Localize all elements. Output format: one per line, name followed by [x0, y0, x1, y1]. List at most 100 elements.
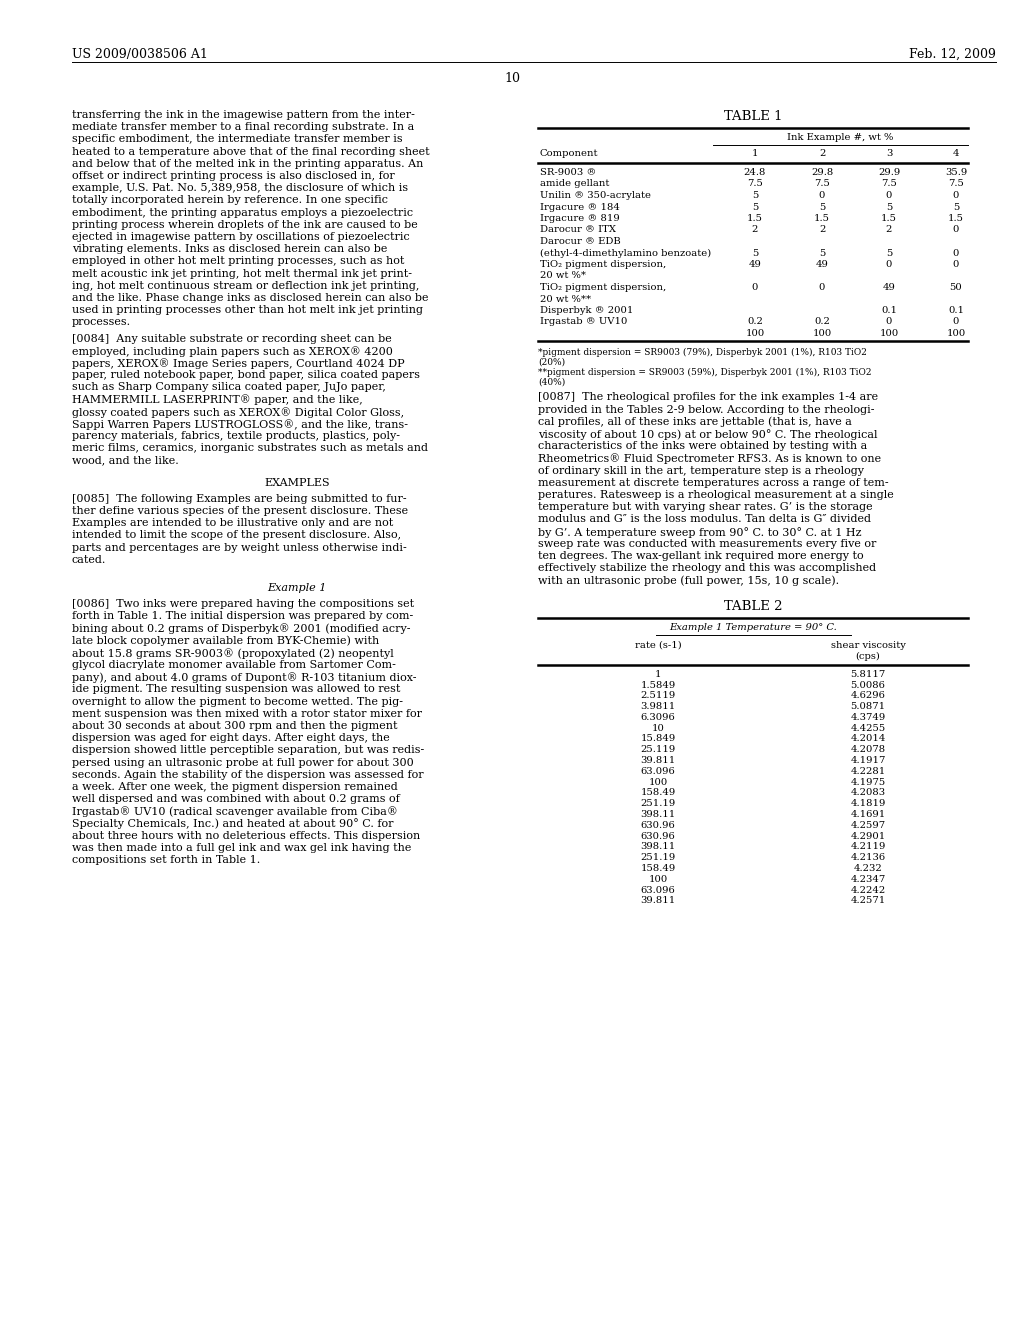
Text: transferring the ink in the imagewise pattern from the inter-: transferring the ink in the imagewise pa…: [72, 110, 415, 120]
Text: 1.5: 1.5: [746, 214, 763, 223]
Text: 63.096: 63.096: [641, 886, 676, 895]
Text: 4.1691: 4.1691: [850, 810, 886, 820]
Text: 5: 5: [886, 202, 892, 211]
Text: 100: 100: [812, 329, 831, 338]
Text: 1.5849: 1.5849: [640, 681, 676, 689]
Text: ther define various species of the present disclosure. These: ther define various species of the prese…: [72, 506, 409, 516]
Text: 5: 5: [952, 202, 959, 211]
Text: Example 1 Temperature = 90° C.: Example 1 Temperature = 90° C.: [669, 623, 837, 632]
Text: compositions set forth in Table 1.: compositions set forth in Table 1.: [72, 855, 260, 865]
Text: 49: 49: [749, 260, 762, 269]
Text: 251.19: 251.19: [640, 800, 676, 808]
Text: HAMMERMILL LASERPRINT® paper, and the like,: HAMMERMILL LASERPRINT® paper, and the li…: [72, 395, 362, 405]
Text: 0.1: 0.1: [948, 306, 964, 315]
Text: Example 1: Example 1: [267, 583, 327, 593]
Text: 15.849: 15.849: [640, 734, 676, 743]
Text: used in printing processes other than hot melt ink jet printing: used in printing processes other than ho…: [72, 305, 423, 315]
Text: shear viscosity: shear viscosity: [830, 640, 905, 649]
Text: papers, XEROX® Image Series papers, Courtland 4024 DP: papers, XEROX® Image Series papers, Cour…: [72, 358, 404, 368]
Text: 4.232: 4.232: [854, 865, 883, 873]
Text: measurement at discrete temperatures across a range of tem-: measurement at discrete temperatures acr…: [538, 478, 889, 488]
Text: 2: 2: [886, 226, 892, 235]
Text: 5: 5: [752, 202, 758, 211]
Text: (cps): (cps): [856, 652, 881, 661]
Text: late block copolymer available from BYK-Chemie) with: late block copolymer available from BYK-…: [72, 636, 379, 647]
Text: and below that of the melted ink in the printing apparatus. An: and below that of the melted ink in the …: [72, 158, 423, 169]
Text: 0: 0: [952, 260, 959, 269]
Text: [0084]  Any suitable substrate or recording sheet can be: [0084] Any suitable substrate or recordi…: [72, 334, 392, 343]
Text: cated.: cated.: [72, 554, 106, 565]
Text: provided in the Tables 2-9 below. According to the rheologi-: provided in the Tables 2-9 below. Accord…: [538, 405, 874, 414]
Text: with an ultrasonic probe (full power, 15s, 10 g scale).: with an ultrasonic probe (full power, 15…: [538, 576, 839, 586]
Text: TiO₂ pigment dispersion,: TiO₂ pigment dispersion,: [540, 260, 667, 269]
Text: 4.2014: 4.2014: [850, 734, 886, 743]
Text: 5.0871: 5.0871: [851, 702, 886, 711]
Text: rate (s-1): rate (s-1): [635, 640, 681, 649]
Text: 5: 5: [752, 191, 758, 201]
Text: 4: 4: [952, 149, 959, 158]
Text: dispersion showed little perceptible separation, but was redis-: dispersion showed little perceptible sep…: [72, 746, 424, 755]
Text: by G’. A temperature sweep from 90° C. to 30° C. at 1 Hz: by G’. A temperature sweep from 90° C. t…: [538, 527, 861, 537]
Text: 4.3749: 4.3749: [850, 713, 886, 722]
Text: totally incorporated herein by reference. In one specific: totally incorporated herein by reference…: [72, 195, 388, 206]
Text: 29.8: 29.8: [811, 168, 834, 177]
Text: dispersion was aged for eight days. After eight days, the: dispersion was aged for eight days. Afte…: [72, 733, 390, 743]
Text: 5: 5: [886, 248, 892, 257]
Text: 100: 100: [946, 329, 966, 338]
Text: 0: 0: [952, 248, 959, 257]
Text: intended to limit the scope of the present disclosure. Also,: intended to limit the scope of the prese…: [72, 531, 401, 540]
Text: about 30 seconds at about 300 rpm and then the pigment: about 30 seconds at about 300 rpm and th…: [72, 721, 397, 731]
Text: 7.5: 7.5: [881, 180, 897, 189]
Text: 63.096: 63.096: [641, 767, 676, 776]
Text: 158.49: 158.49: [640, 865, 676, 873]
Text: 4.2083: 4.2083: [851, 788, 886, 797]
Text: heated to a temperature above that of the final recording sheet: heated to a temperature above that of th…: [72, 147, 430, 157]
Text: seconds. Again the stability of the dispersion was assessed for: seconds. Again the stability of the disp…: [72, 770, 424, 780]
Text: 7.5: 7.5: [948, 180, 964, 189]
Text: characteristics of the inks were obtained by testing with a: characteristics of the inks were obtaine…: [538, 441, 867, 451]
Text: employed, including plain papers such as XEROX® 4200: employed, including plain papers such as…: [72, 346, 393, 356]
Text: 1.5: 1.5: [881, 214, 897, 223]
Text: 630.96: 630.96: [641, 821, 676, 830]
Text: 50: 50: [949, 282, 963, 292]
Text: 4.4255: 4.4255: [850, 723, 886, 733]
Text: 6.3096: 6.3096: [641, 713, 676, 722]
Text: 2: 2: [819, 149, 825, 158]
Text: well dispersed and was combined with about 0.2 grams of: well dispersed and was combined with abo…: [72, 795, 399, 804]
Text: forth in Table 1. The initial dispersion was prepared by com-: forth in Table 1. The initial dispersion…: [72, 611, 414, 622]
Text: sweep rate was conducted with measurements every five or: sweep rate was conducted with measuremen…: [538, 539, 877, 549]
Text: 2: 2: [752, 226, 758, 235]
Text: (20%): (20%): [538, 358, 565, 367]
Text: 4.2078: 4.2078: [851, 746, 886, 754]
Text: modulus and G″ is the loss modulus. Tan delta is G″ divided: modulus and G″ is the loss modulus. Tan …: [538, 515, 871, 524]
Text: Disperbyk ® 2001: Disperbyk ® 2001: [540, 306, 634, 315]
Text: Irgastab ® UV10: Irgastab ® UV10: [540, 318, 628, 326]
Text: 4.1819: 4.1819: [850, 800, 886, 808]
Text: Examples are intended to be illustrative only and are not: Examples are intended to be illustrative…: [72, 519, 393, 528]
Text: 0: 0: [886, 191, 892, 201]
Text: 39.811: 39.811: [640, 896, 676, 906]
Text: 100: 100: [745, 329, 765, 338]
Text: ide pigment. The resulting suspension was allowed to rest: ide pigment. The resulting suspension wa…: [72, 684, 400, 694]
Text: melt acoustic ink jet printing, hot melt thermal ink jet print-: melt acoustic ink jet printing, hot melt…: [72, 268, 412, 279]
Text: Irgastab® UV10 (radical scavenger available from Ciba®: Irgastab® UV10 (radical scavenger availa…: [72, 807, 398, 817]
Text: 1.5: 1.5: [948, 214, 964, 223]
Text: 2: 2: [819, 226, 825, 235]
Text: 49: 49: [883, 282, 895, 292]
Text: TABLE 1: TABLE 1: [724, 110, 782, 123]
Text: employed in other hot melt printing processes, such as hot: employed in other hot melt printing proc…: [72, 256, 404, 267]
Text: 10: 10: [504, 73, 520, 84]
Text: 7.5: 7.5: [748, 180, 763, 189]
Text: 25.119: 25.119: [640, 746, 676, 754]
Text: 3: 3: [886, 149, 892, 158]
Text: 100: 100: [648, 777, 668, 787]
Text: about 15.8 grams SR-9003® (propoxylated (2) neopentyl: about 15.8 grams SR-9003® (propoxylated …: [72, 648, 394, 659]
Text: 10: 10: [651, 723, 665, 733]
Text: 3.9811: 3.9811: [640, 702, 676, 711]
Text: 0.2: 0.2: [814, 318, 829, 326]
Text: 4.1975: 4.1975: [850, 777, 886, 787]
Text: (40%): (40%): [538, 378, 565, 387]
Text: Darocur ® ITX: Darocur ® ITX: [540, 226, 616, 235]
Text: and the like. Phase change inks as disclosed herein can also be: and the like. Phase change inks as discl…: [72, 293, 428, 304]
Text: ing, hot melt continuous stream or deflection ink jet printing,: ing, hot melt continuous stream or defle…: [72, 281, 420, 290]
